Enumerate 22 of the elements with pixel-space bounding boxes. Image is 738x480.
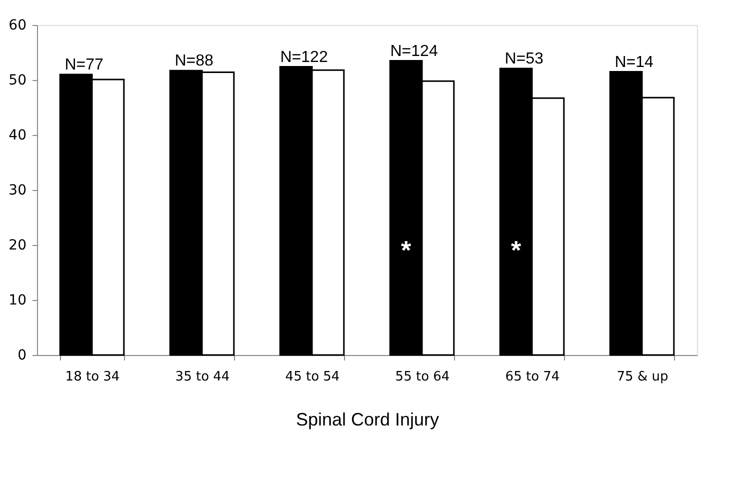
y-tick-label: 60 <box>8 18 26 34</box>
annotation: N=122 <box>280 48 328 66</box>
annotation: N=77 <box>64 56 104 74</box>
annotation: N=88 <box>174 52 214 70</box>
y-tick-label: 40 <box>8 128 26 144</box>
annotation: N=53 <box>504 50 544 68</box>
y-tick-label: 10 <box>8 292 26 308</box>
x-tick-label: 35 to 44 <box>175 370 230 384</box>
y-tick-label: 30 <box>8 182 26 198</box>
annotation: N=14 <box>614 54 654 71</box>
annotation: N=124 <box>390 42 438 60</box>
x-tick-label: 65 to 74 <box>505 370 560 384</box>
x-tick-label: 55 to 64 <box>395 370 450 384</box>
x-tick-label: 18 to 34 <box>65 370 120 384</box>
y-tick-label: 0 <box>18 348 26 364</box>
annotation: * <box>510 235 522 265</box>
x-axis-title: Spinal Cord Injury <box>296 410 440 430</box>
y-tick-label: 20 <box>8 238 26 254</box>
annotation: * <box>400 235 412 265</box>
x-tick-label: 45 to 54 <box>285 370 340 384</box>
x-tick-label: 75 & up <box>616 370 668 384</box>
y-tick-label: 50 <box>8 72 26 88</box>
